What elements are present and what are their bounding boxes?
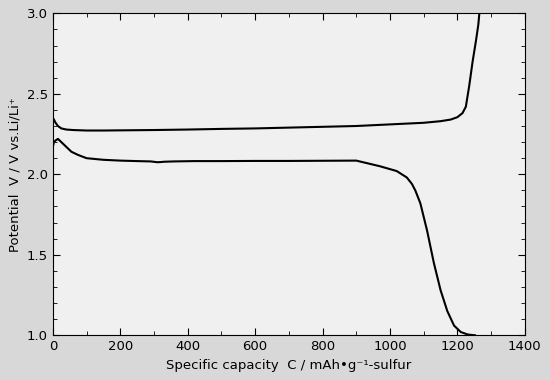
Y-axis label: Potential  V / V vs.Li/Li⁺: Potential V / V vs.Li/Li⁺ [8,97,21,252]
X-axis label: Specific capacity  C / mAh•g⁻¹-sulfur: Specific capacity C / mAh•g⁻¹-sulfur [166,359,411,372]
